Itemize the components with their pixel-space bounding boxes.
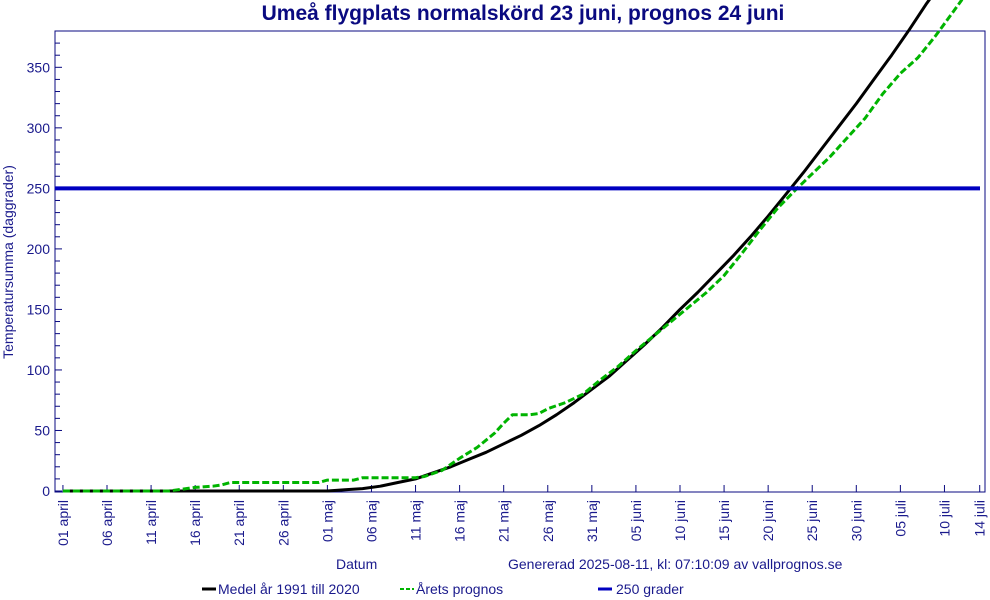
series-line-prognos bbox=[62, 0, 964, 493]
x-tick-label: 14 juli bbox=[972, 500, 988, 537]
y-tick-label: 250 bbox=[27, 180, 51, 196]
x-tick-label: 20 juni bbox=[760, 500, 776, 541]
x-tick-label: 11 maj bbox=[408, 500, 424, 541]
x-tick-label: 21 maj bbox=[496, 500, 512, 542]
x-tick-label: 01 maj bbox=[319, 500, 335, 542]
plot-area bbox=[54, 30, 986, 493]
x-axis: 01 april 06 april 11 april 16 april 21 april… bbox=[55, 485, 988, 546]
series-line-medel bbox=[62, 0, 931, 493]
y-tick-label: 150 bbox=[27, 301, 51, 317]
x-tick-label: 05 juli bbox=[892, 500, 908, 537]
x-tick-label: 30 juni bbox=[848, 500, 864, 541]
x-tick-label: 16 april bbox=[187, 500, 203, 546]
x-tick-label: 11 april bbox=[143, 500, 159, 545]
legend-label-prognos: Årets prognos bbox=[416, 581, 503, 597]
y-tick-label: 100 bbox=[27, 362, 51, 378]
x-tick-label: 15 juni bbox=[716, 500, 732, 541]
series-group bbox=[55, 0, 980, 493]
x-tick-label: 31 maj bbox=[584, 500, 600, 542]
x-tick-label: 25 juni bbox=[804, 500, 820, 541]
generated-note: Genererad 2025-08-11, kl: 07:10:09 av va… bbox=[508, 556, 843, 572]
x-tick-label: 10 juni bbox=[672, 500, 688, 541]
y-tick-label: 350 bbox=[27, 59, 51, 75]
x-tick-label: 21 april bbox=[231, 500, 247, 546]
legend-label-medel: Medel år 1991 till 2020 bbox=[218, 581, 360, 597]
y-axis-label: Temperatursumma (daggrader) bbox=[0, 165, 16, 359]
y-axis: 0 50 100 150 200 250 300 350 bbox=[27, 30, 62, 499]
y-tick-label: 200 bbox=[27, 241, 51, 257]
x-tick-label: 05 juni bbox=[628, 500, 644, 541]
y-tick-label: 300 bbox=[27, 120, 51, 136]
legend: Medel år 1991 till 2020 Årets prognos 25… bbox=[202, 581, 684, 597]
y-tick-label: 50 bbox=[34, 422, 50, 438]
x-tick-label: 16 maj bbox=[452, 500, 468, 542]
x-tick-label: 06 april bbox=[99, 500, 115, 546]
chart-title: Umeå flygplats normalskörd 23 juni, prog… bbox=[262, 2, 785, 25]
legend-label-250: 250 grader bbox=[616, 581, 684, 597]
x-tick-label: 06 maj bbox=[363, 500, 379, 542]
x-tick-label: 26 maj bbox=[540, 500, 556, 542]
x-tick-label: 01 april bbox=[55, 500, 71, 546]
x-tick-label: 10 juli bbox=[936, 500, 952, 537]
x-tick-label: 26 april bbox=[275, 500, 291, 546]
x-axis-label: Datum bbox=[336, 556, 377, 572]
y-tick-label: 0 bbox=[42, 483, 50, 499]
